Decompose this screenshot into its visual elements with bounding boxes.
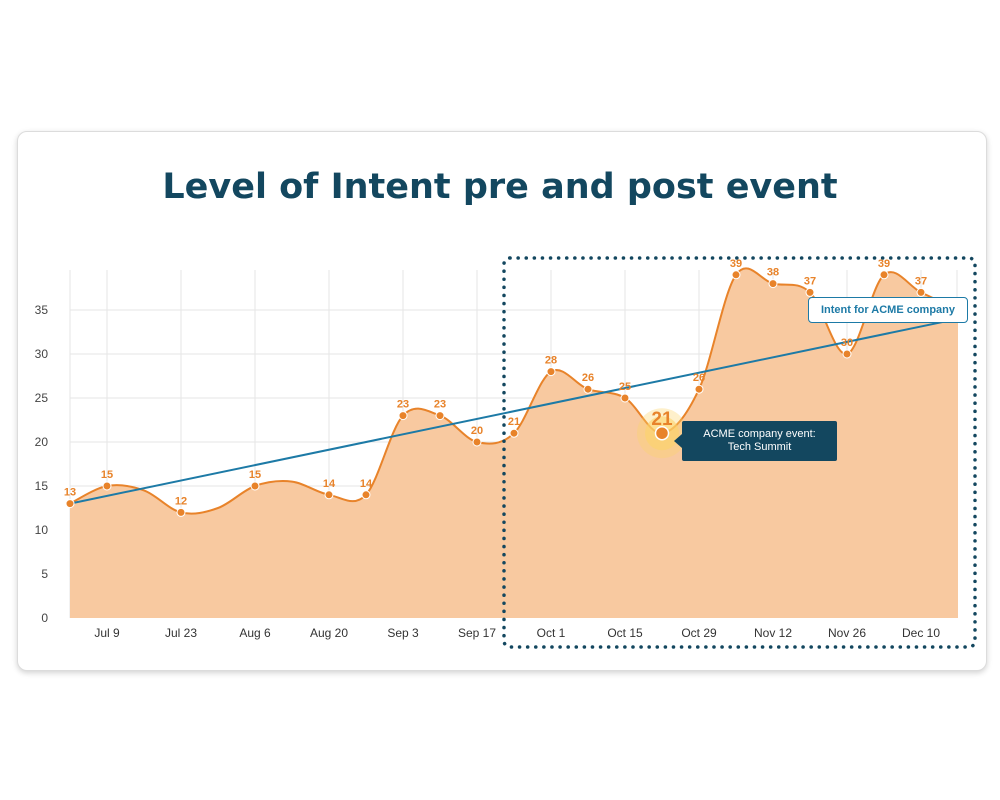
data-point (472, 437, 482, 447)
y-tick-label: 35 (35, 303, 49, 317)
data-point (694, 384, 704, 394)
data-point (102, 481, 112, 491)
y-tick-label: 25 (35, 391, 49, 405)
points-layer (65, 270, 926, 517)
callout-line-1: ACME company event: (703, 428, 816, 440)
data-point (583, 384, 593, 394)
data-label: 14 (323, 478, 336, 490)
data-label: 28 (545, 355, 557, 367)
x-tick-label: Oct 29 (681, 626, 717, 640)
data-point (842, 349, 852, 359)
event-region-border (502, 256, 977, 649)
x-tick-label: Aug 20 (310, 626, 348, 640)
y-axis-ticks: 0 5 10 15 20 25 30 35 (35, 303, 49, 625)
event-callout: ACME company event: Tech Summit (674, 421, 837, 461)
data-label: 23 (434, 399, 446, 411)
x-tick-label: Jul 9 (94, 626, 120, 640)
data-label: 30 (841, 337, 853, 349)
highlight-point (654, 425, 670, 441)
data-label: 39 (730, 258, 742, 270)
data-label: 15 (101, 469, 113, 481)
x-axis-ticks: Jul 9 Jul 23 Aug 6 Aug 20 Sep 3 Sep 17 Oct 1 Oc… (94, 626, 940, 640)
data-point (509, 428, 519, 438)
x-tick-label: Nov 26 (828, 626, 866, 640)
data-label: 23 (397, 399, 409, 411)
data-label: 21 (508, 416, 520, 428)
y-tick-label: 15 (35, 479, 49, 493)
data-point (805, 287, 815, 297)
data-label: 37 (804, 275, 816, 287)
trend-legend: Intent for ACME company (808, 297, 968, 323)
trend-line (69, 317, 959, 505)
data-label: 13 (64, 487, 76, 499)
x-tick-label: Nov 12 (754, 626, 792, 640)
y-tick-label: 20 (35, 435, 49, 449)
data-labels-layer: 21 13 15 12 15 14 14 23 23 20 21 28 26 25 26 39 38 37 30 39… (64, 258, 927, 508)
event-region (502, 256, 977, 649)
callout-line-2: Tech Summit (727, 441, 792, 453)
data-point (398, 411, 408, 421)
y-tick-label: 10 (35, 523, 49, 537)
x-tick-label: Sep 17 (458, 626, 496, 640)
data-label: 26 (582, 372, 594, 384)
trend-layer (69, 317, 959, 505)
data-point (731, 270, 741, 280)
x-tick-label: Aug 6 (239, 626, 271, 640)
data-label: 38 (767, 267, 779, 279)
data-label: 20 (471, 425, 483, 437)
data-point (768, 279, 778, 289)
data-point (879, 270, 889, 280)
area-fill (70, 268, 958, 618)
chart-title: Level of Intent pre and post event (162, 167, 838, 207)
data-point (176, 507, 186, 517)
data-label: 15 (249, 469, 261, 481)
data-label: 26 (693, 372, 705, 384)
x-tick-label: Oct 1 (537, 626, 566, 640)
data-point (620, 393, 630, 403)
data-point (435, 411, 445, 421)
y-tick-label: 30 (35, 347, 49, 361)
y-tick-label: 0 (41, 611, 48, 625)
data-point (65, 499, 75, 509)
data-label: 14 (360, 478, 373, 490)
x-tick-label: Oct 15 (607, 626, 643, 640)
data-point (916, 287, 926, 297)
data-point (250, 481, 260, 491)
x-tick-label: Jul 23 (165, 626, 197, 640)
data-point (361, 490, 371, 500)
y-tick-label: 5 (41, 567, 48, 581)
highlight-label: 21 (651, 409, 673, 430)
data-point (324, 490, 334, 500)
data-label: 37 (915, 275, 927, 287)
x-tick-label: Dec 10 (902, 626, 940, 640)
data-label: 12 (175, 495, 187, 507)
x-tick-label: Sep 3 (387, 626, 419, 640)
data-label: 25 (619, 381, 631, 393)
data-label: 39 (878, 258, 890, 270)
data-point (546, 367, 556, 377)
